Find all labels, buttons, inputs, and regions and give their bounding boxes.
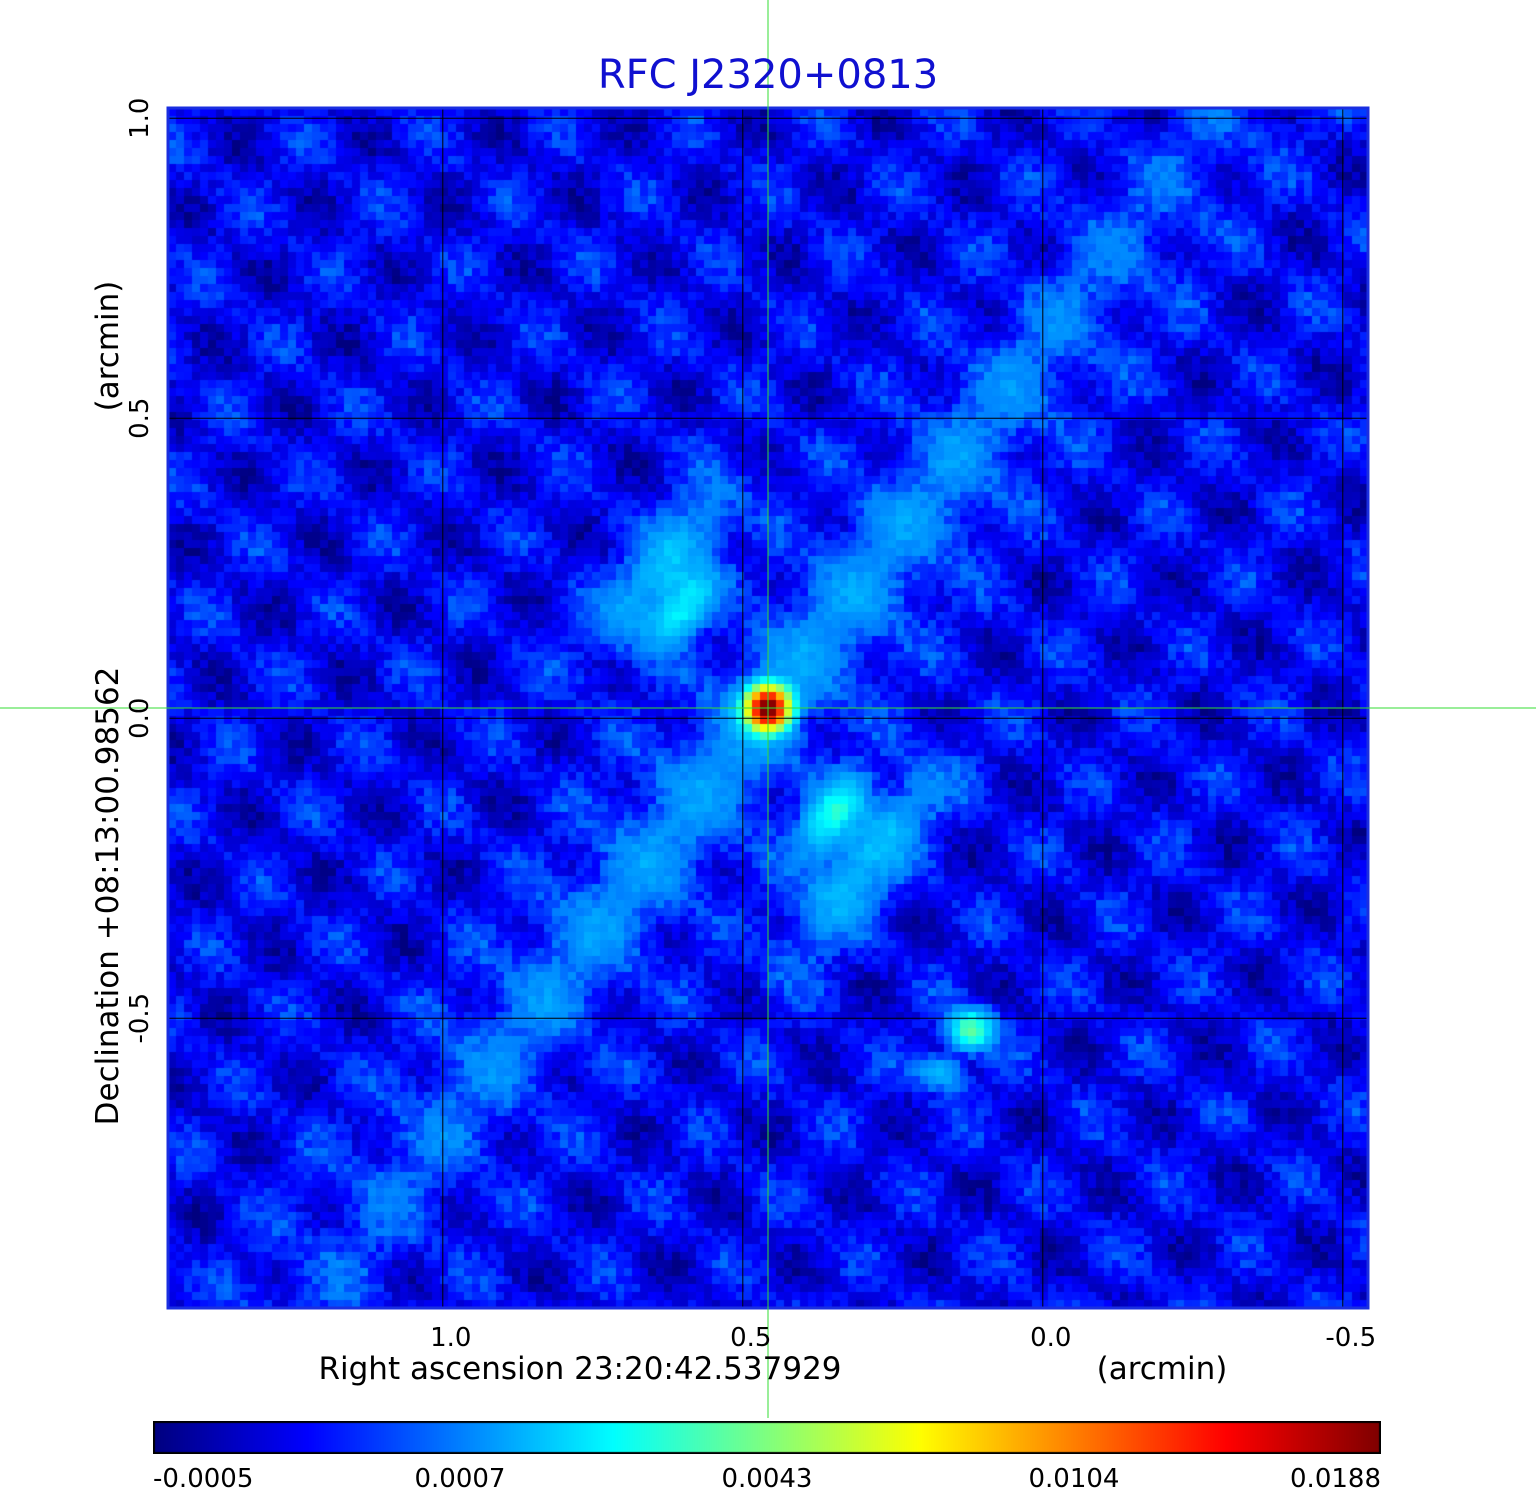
y-tick-labels: 1.0 0.5 0.0 -0.5	[125, 98, 155, 1044]
y-tick-label: -0.5	[125, 993, 155, 1044]
y-tick-label: 0.5	[125, 398, 155, 439]
colorbar	[153, 1421, 1381, 1454]
colorbar-tick-label: 0.0007	[415, 1464, 506, 1494]
y-tick-label: 1.0	[125, 98, 155, 139]
x-tick-label: -0.5	[1325, 1323, 1376, 1353]
colorbar-tick-label: 0.0104	[1029, 1464, 1120, 1494]
y-tick-label: 0.0	[125, 698, 155, 739]
x-tick-label: 0.0	[1030, 1323, 1071, 1353]
colorbar-tick-label: 0.0043	[722, 1464, 813, 1494]
colorbar-tick-label: -0.0005	[153, 1464, 253, 1494]
x-axis-unit: (arcmin)	[1097, 1351, 1228, 1387]
crosshair	[0, 0, 1536, 1418]
colorbar-tick-label: 0.0188	[1290, 1464, 1381, 1494]
x-axis-label: Right ascension 23:20:42.537929	[318, 1351, 841, 1387]
chart-title: RFC J2320+0813	[598, 52, 938, 98]
x-tick-label: 0.5	[730, 1323, 771, 1353]
x-tick-labels: 1.0 0.5 0.0 -0.5	[430, 1323, 1376, 1353]
y-axis-label: Declination +08:13:00.98562	[90, 667, 126, 1126]
x-tick-label: 1.0	[430, 1323, 471, 1353]
y-axis-unit: (arcmin)	[90, 281, 126, 412]
colorbar-tick-labels: -0.0005 0.0007 0.0043 0.0104 0.0188	[153, 1464, 1381, 1494]
